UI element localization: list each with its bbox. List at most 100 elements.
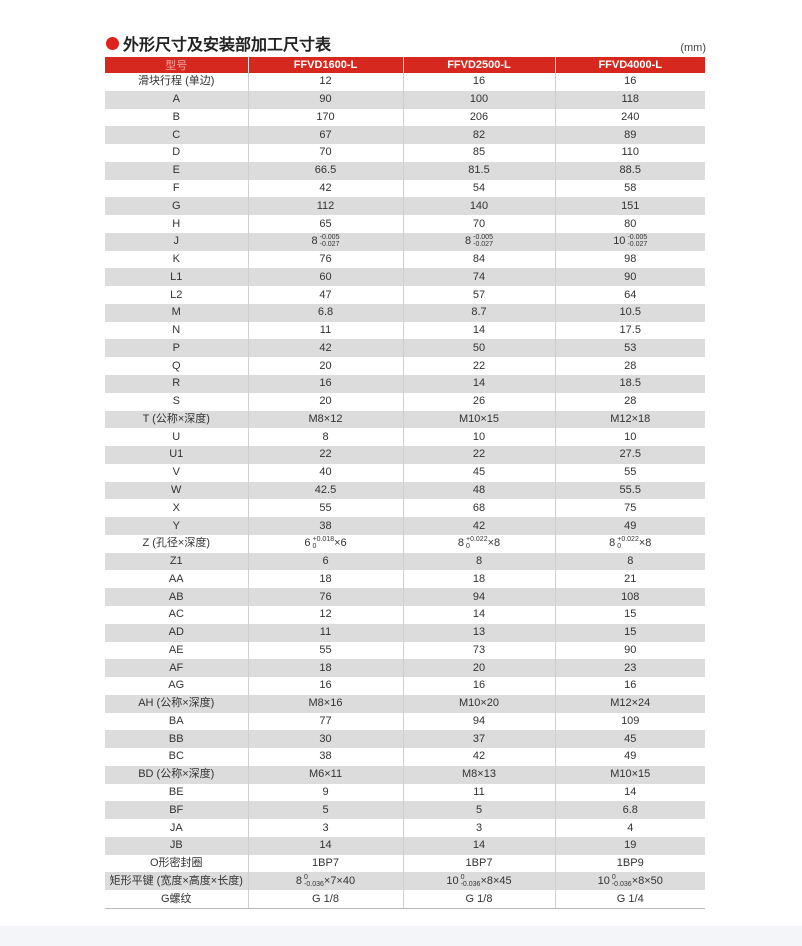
cell-value: M10×15 — [402, 410, 555, 429]
cell-value: 49 — [554, 517, 705, 535]
tolerance-upper: +0.022 — [617, 536, 639, 544]
row-label: BB — [105, 730, 248, 749]
table-row: AF 18 20 23 — [105, 659, 705, 678]
row-label: E — [105, 161, 248, 180]
cell-value: 18.5 — [554, 375, 705, 393]
table-row: P 42 50 53 — [105, 339, 705, 358]
tolerance-stack: -0.005 -0.027 — [627, 234, 647, 248]
cell-value: M12×18 — [554, 410, 705, 429]
tolerance-upper: +0.018 — [312, 536, 335, 544]
table-row: K 76 84 98 — [105, 250, 705, 269]
tolerance-upper: -0.005 — [319, 234, 340, 242]
cell-value: G 1/4 — [554, 890, 705, 909]
cell-value: 55 — [554, 463, 705, 482]
cell-value: 90 — [554, 641, 705, 660]
table-row: BC 38 42 49 — [105, 748, 705, 766]
cell-value: 140 — [402, 197, 555, 216]
tolerance-stack: 0 -0.036 — [612, 874, 632, 888]
cell-value: 65 — [247, 215, 403, 233]
cell-value: 6 — [247, 552, 403, 571]
cell-value: 3 — [402, 819, 555, 837]
table-row: L2 47 57 64 — [105, 286, 705, 304]
cell-value: 60 — [247, 268, 403, 287]
tolerance-lower: 0 — [312, 543, 317, 551]
cell-value: M8×13 — [402, 765, 555, 784]
row-label: 矩形平键 (宽度×高度×长度) — [105, 872, 248, 891]
table-row: JB 14 14 19 — [105, 836, 705, 855]
cell-value: 75 — [554, 499, 705, 518]
cell-value: 42 — [247, 339, 403, 358]
table-row: X 55 68 75 — [105, 499, 705, 518]
cell-value: 26 — [402, 392, 555, 411]
cell-value: 80 — [554, 215, 705, 233]
header-ffvd4000: FFVD4000-L — [554, 57, 705, 73]
cell-value: M10×15 — [554, 765, 705, 784]
tolerance-suffix: ×6 — [334, 537, 347, 550]
cell-value: 3 — [247, 819, 403, 837]
table-row: JA 3 3 4 — [105, 819, 705, 837]
row-label: BA — [168, 714, 184, 727]
cell-value: 37 — [402, 730, 555, 749]
row-label: C — [105, 126, 248, 145]
row-label: T (公称×深度) — [105, 410, 248, 429]
table-row: A 90 100 118 — [105, 90, 705, 109]
cell-value: 18 — [402, 570, 555, 589]
cell-value: 45 — [402, 463, 555, 482]
dimension-table: 型号 FFVD1600-L FFVD2500-L FFVD4000-L 滑块行程… — [105, 57, 705, 909]
row-label: AC — [168, 608, 184, 621]
cell-value: 42.5 — [247, 481, 403, 500]
cell-value: 14 — [402, 321, 555, 340]
cell-value: 50 — [402, 339, 555, 358]
header-ffvd1600: FFVD1600-L — [247, 57, 403, 73]
table-row: 滑块行程 (单边) 12 16 16 — [105, 73, 705, 91]
cell-value: 1BP7 — [402, 854, 555, 873]
table-row: Z (孔径×深度) 6 +0.018 0 ×6 8 +0.022 0 ×8 8 +0.022 0 ×8 — [105, 534, 705, 553]
cell-value: 14 — [402, 605, 555, 624]
cell-value: 53 — [554, 339, 705, 358]
table-row: C 67 82 89 — [105, 126, 705, 145]
cell-value: 8 — [554, 552, 705, 571]
cell-value: 170 — [247, 108, 403, 127]
cell-value: 16 — [402, 677, 555, 695]
cell-value: 11 — [247, 321, 403, 340]
row-label: U — [172, 430, 181, 443]
cell-value: 90 — [554, 268, 705, 287]
cell-value: 19 — [554, 836, 705, 855]
tolerance-base: 10 — [613, 235, 626, 248]
section-title: 外形尺寸及安装部加工尺寸表 — [106, 31, 331, 55]
row-label: X — [172, 501, 180, 514]
row-label: R — [105, 375, 248, 393]
row-label: Y — [105, 517, 248, 535]
table-row: BB 30 37 45 — [105, 730, 705, 749]
row-label: JB — [105, 836, 248, 855]
cell-value: 16 — [554, 677, 705, 695]
row-label: B — [172, 110, 180, 123]
cell-value: 15 — [554, 623, 705, 642]
tolerance-upper: +0.022 — [465, 536, 488, 544]
table-row: BE 9 11 14 — [105, 783, 705, 802]
cell-value: 151 — [554, 197, 705, 216]
table-row: U 8 10 10 — [105, 428, 705, 447]
row-label: AA — [168, 572, 184, 585]
tolerance-base: 8 — [457, 537, 464, 550]
cell-value: 67 — [247, 126, 403, 145]
row-label: S — [172, 395, 180, 408]
cell-value: 12 — [247, 73, 403, 91]
cell-value: 30 — [247, 730, 403, 749]
cell-value: M8×16 — [247, 694, 403, 713]
table-row: U1 22 22 27.5 — [105, 446, 705, 464]
row-label: BD (公称×深度) — [105, 765, 248, 784]
tolerance-suffix: ×8 — [487, 537, 501, 550]
cell-value: 42 — [402, 748, 555, 766]
cell-value: 82 — [402, 126, 555, 145]
cell-value: 18 — [247, 570, 403, 589]
cell-value: M6×11 — [247, 765, 403, 784]
cell-value: 70 — [402, 215, 555, 233]
cell-value: 8 -0.005 -0.027 — [247, 232, 403, 251]
cell-value: 66.5 — [247, 161, 403, 180]
tolerance-suffix: ×8 — [638, 537, 652, 550]
title-text: 外形尺寸及安装部加工尺寸表 — [123, 35, 332, 54]
cell-value: 94 — [402, 712, 555, 731]
tolerance-upper: -0.005 — [473, 234, 493, 242]
row-label: BC — [168, 750, 184, 763]
